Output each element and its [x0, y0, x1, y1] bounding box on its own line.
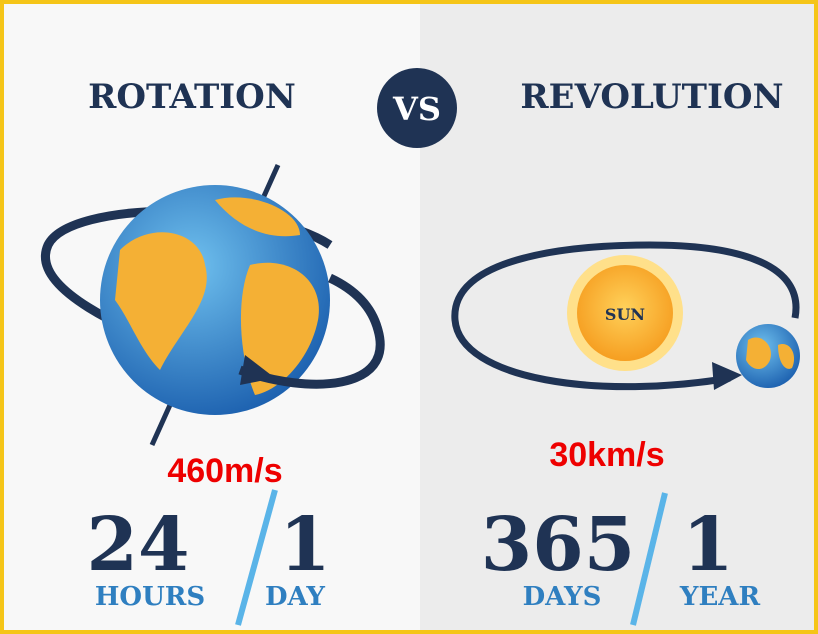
continent — [746, 337, 771, 369]
arrow-head — [240, 355, 275, 385]
revolution-diagram: SUN — [451, 241, 800, 391]
earth-rotation — [41, 163, 385, 447]
rotation-period-unit: HOURS — [95, 582, 205, 612]
continent — [215, 197, 300, 237]
arrow-head — [712, 362, 742, 390]
vs-badge — [377, 68, 457, 148]
slash — [235, 489, 278, 626]
revolution-equals-unit: YEAR — [679, 582, 761, 612]
revolution-period-unit: DAYS — [523, 582, 602, 612]
slash — [630, 492, 668, 626]
revolution-title: REVOLUTION — [520, 77, 783, 117]
rotation-equals: 1 — [279, 502, 331, 588]
revolution-speed: 30km/s — [549, 436, 664, 474]
sun — [577, 265, 673, 361]
orbit — [451, 241, 800, 391]
revolution-equals: 1 — [682, 502, 734, 588]
rotation-title: ROTATION — [88, 77, 296, 117]
continent — [115, 232, 207, 370]
rotation-speed: 460m/s — [167, 452, 282, 490]
continent — [240, 262, 319, 395]
revolution-period: 365 — [481, 502, 635, 588]
continent — [778, 344, 795, 369]
vs-label: VS — [392, 90, 441, 128]
orbit-front — [238, 273, 385, 389]
sun-label: SUN — [605, 305, 645, 324]
rotation-period: 24 — [87, 502, 190, 588]
rotation-equals-unit: DAY — [265, 582, 325, 612]
